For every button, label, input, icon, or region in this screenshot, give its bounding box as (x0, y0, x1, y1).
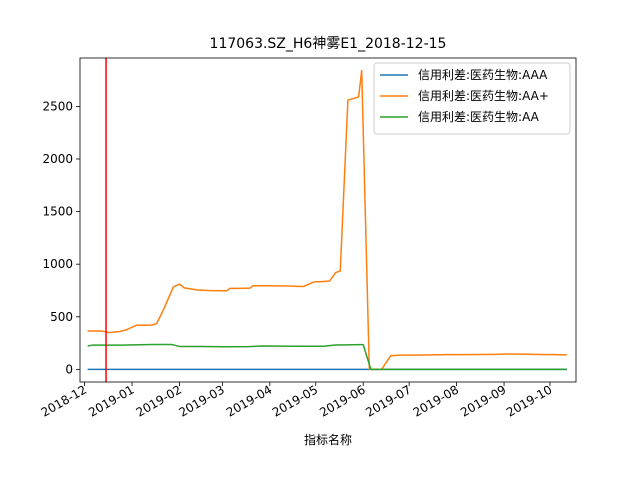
y-tick-label: 0 (65, 362, 73, 376)
y-tick-label: 1000 (42, 257, 73, 271)
series-line-2 (87, 69, 567, 371)
chart-title: 117063.SZ_H6神雾E1_2018-12-15 (210, 36, 447, 52)
y-tick-label: 500 (50, 310, 73, 324)
legend-box (373, 62, 571, 135)
legend-label: 信用利差:医药生物:AA (418, 110, 540, 124)
y-tick-label: 1500 (42, 205, 73, 219)
legend-label: 信用利差:医药生物:AAA (418, 68, 548, 82)
series-line-3 (87, 343, 567, 371)
x-axis-label: 指标名称 (304, 432, 352, 447)
y-tick-label: 2000 (42, 152, 73, 166)
legend-label: 信用利差:医药生物:AA+ (418, 89, 549, 103)
plot-frame (79, 57, 577, 383)
y-tick-label: 2500 (42, 99, 73, 113)
